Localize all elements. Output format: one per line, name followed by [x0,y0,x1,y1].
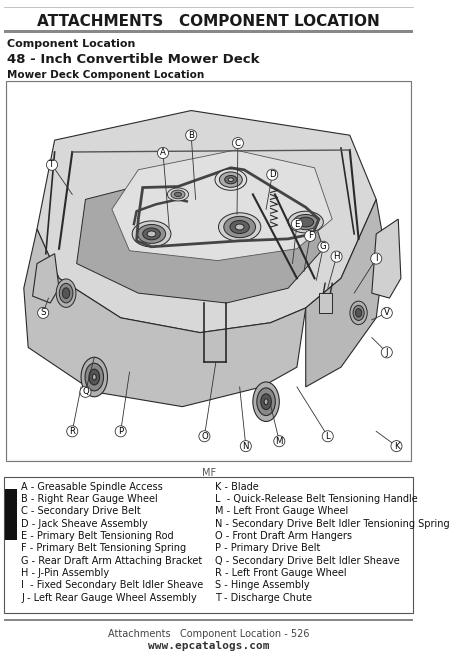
Text: I  - Fixed Secondary Belt Idler Sheave: I - Fixed Secondary Belt Idler Sheave [21,580,203,590]
Text: A: A [160,148,166,158]
Text: J - Left Rear Gauge Wheel Assembly: J - Left Rear Gauge Wheel Assembly [21,592,197,603]
Text: ATTACHMENTS   COMPONENT LOCATION: ATTACHMENTS COMPONENT LOCATION [37,14,380,29]
Text: Q - Secondary Drive Belt Idler Sheave: Q - Secondary Drive Belt Idler Sheave [215,556,400,566]
Text: D: D [269,170,275,179]
Ellipse shape [257,388,275,415]
Text: F - Primary Belt Tensioning Spring: F - Primary Belt Tensioning Spring [21,544,186,553]
Ellipse shape [293,214,318,230]
Text: J: J [385,348,388,357]
Text: M: M [275,437,283,446]
Text: K - Blade: K - Blade [215,482,259,492]
Ellipse shape [298,217,314,227]
Text: H: H [333,252,340,261]
Bar [5,488,17,540]
Text: M - Left Front Gauge Wheel: M - Left Front Gauge Wheel [215,506,348,516]
Ellipse shape [137,225,165,243]
Ellipse shape [63,288,70,298]
Ellipse shape [288,211,323,233]
Polygon shape [33,254,59,303]
Ellipse shape [230,221,249,234]
Ellipse shape [353,305,364,320]
Text: G: G [320,242,327,251]
Ellipse shape [219,213,261,242]
Text: S - Hinge Assembly: S - Hinge Assembly [215,580,310,590]
Bar [6,81,411,461]
Text: 48 - Inch Convertible Mower Deck: 48 - Inch Convertible Mower Deck [7,53,260,66]
Text: R: R [69,427,75,436]
Ellipse shape [147,231,156,237]
Text: A - Greasable Spindle Access: A - Greasable Spindle Access [21,482,163,492]
Text: Mower Deck Component Location: Mower Deck Component Location [7,70,204,80]
Ellipse shape [85,363,103,391]
Text: H - J-Pin Assembly: H - J-Pin Assembly [21,568,109,578]
Text: G - Rear Draft Arm Attaching Bracket: G - Rear Draft Arm Attaching Bracket [21,556,202,566]
Text: P - Primary Drive Belt: P - Primary Drive Belt [215,544,320,553]
Text: Component Location: Component Location [7,40,136,49]
Text: MF: MF [202,468,216,478]
Ellipse shape [235,224,244,230]
Ellipse shape [92,374,96,380]
Ellipse shape [264,399,268,405]
Text: C - Secondary Drive Belt: C - Secondary Drive Belt [21,506,141,516]
Text: L  - Quick-Release Belt Tensioning Handle: L - Quick-Release Belt Tensioning Handle [215,494,418,504]
Ellipse shape [219,172,242,187]
Ellipse shape [356,309,362,317]
Ellipse shape [225,176,237,184]
Text: N: N [243,441,249,450]
Text: O: O [201,432,208,441]
Bar [8,83,410,459]
Text: L: L [325,432,330,441]
Text: E - Primary Belt Tensioning Rod: E - Primary Belt Tensioning Rod [21,531,174,541]
Ellipse shape [81,357,108,396]
Bar [4,477,413,613]
Text: T - Discharge Chute: T - Discharge Chute [215,592,312,603]
Polygon shape [37,111,376,333]
Ellipse shape [174,192,182,197]
Text: R - Left Front Gauge Wheel: R - Left Front Gauge Wheel [215,568,346,578]
Polygon shape [306,199,385,387]
Text: O - Front Draft Arm Hangers: O - Front Draft Arm Hangers [215,531,352,541]
Text: I: I [375,254,377,263]
Polygon shape [24,229,306,407]
Polygon shape [77,174,323,303]
Text: P: P [118,427,123,436]
Ellipse shape [132,221,171,247]
Ellipse shape [224,216,255,238]
Text: V: V [384,309,390,318]
Polygon shape [372,219,401,298]
Ellipse shape [350,301,367,325]
Bar [4,619,413,621]
Ellipse shape [59,283,73,303]
Text: B: B [188,131,194,140]
Text: Q: Q [82,387,89,396]
Text: T: T [49,160,55,169]
Text: S: S [40,309,46,318]
Text: C: C [235,139,241,148]
Text: D - Jack Sheave Assembly: D - Jack Sheave Assembly [21,519,148,529]
Ellipse shape [89,369,100,385]
Ellipse shape [228,178,234,182]
Text: F: F [308,231,313,240]
Text: www.epcatalogs.com: www.epcatalogs.com [148,641,270,650]
Bar [4,29,413,33]
Text: E: E [294,219,300,229]
Ellipse shape [56,279,76,307]
Text: K: K [394,441,399,450]
Polygon shape [112,150,332,260]
Text: Attachments   Component Location - 526: Attachments Component Location - 526 [108,629,310,639]
Ellipse shape [171,190,185,199]
Ellipse shape [261,394,272,409]
Bar [319,293,332,313]
Ellipse shape [215,169,246,190]
Text: B - Right Rear Gauge Wheel: B - Right Rear Gauge Wheel [21,494,158,504]
Text: N - Secondary Drive Belt Idler Tensioning Spring: N - Secondary Drive Belt Idler Tensionin… [215,519,450,529]
Ellipse shape [167,188,189,201]
Ellipse shape [253,382,279,421]
Ellipse shape [143,228,160,240]
